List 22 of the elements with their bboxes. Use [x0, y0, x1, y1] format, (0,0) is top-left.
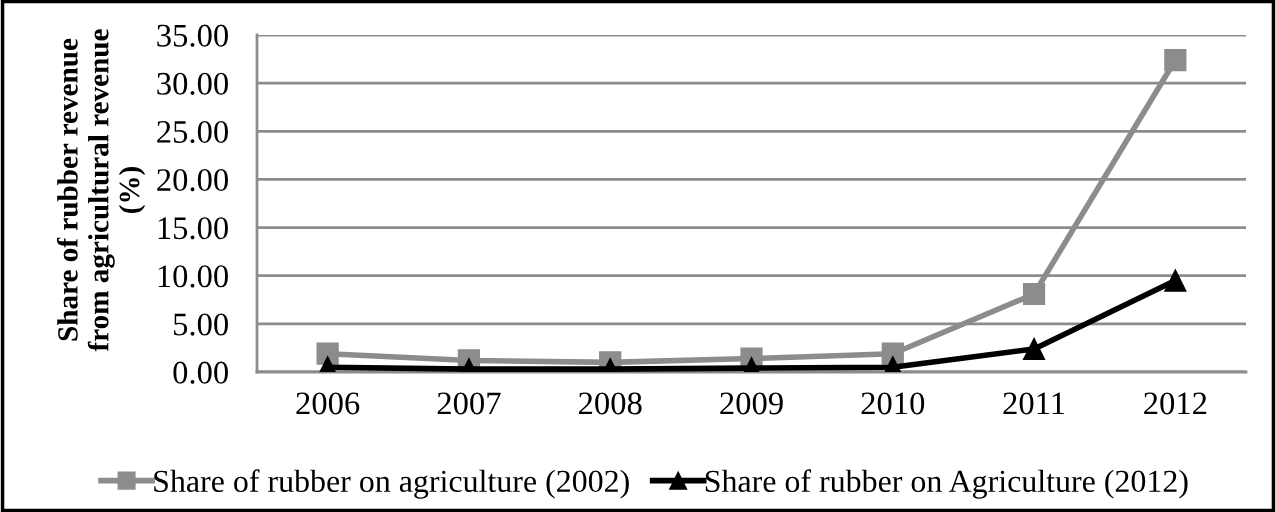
point [1164, 269, 1187, 292]
x-tick-label: 2012 [1144, 392, 1207, 415]
point [1022, 337, 1046, 361]
x-tick-label: 2010 [861, 392, 925, 415]
y-tick-label: 20.00 [157, 169, 228, 192]
legend-label: Share of rubber on agriculture (2002) [154, 469, 629, 499]
point [1164, 48, 1187, 72]
y-axis-title: Share of rubber revenue from agricultural revenue (%) [56, 29, 146, 352]
y-tick-label: 10.00 [158, 265, 228, 288]
x-tick-label: 2011 [1003, 392, 1065, 415]
y-tick-label: 5.00 [174, 313, 228, 336]
x-tick-label: 2006 [296, 392, 360, 415]
y-tick-label: 25.00 [157, 120, 228, 144]
x-tick-label: 2007 [437, 392, 501, 415]
y-tick-label: 0.00 [173, 361, 228, 384]
y-tick-label: 30.00 [157, 72, 228, 95]
x-tick-label: 2008 [579, 392, 642, 415]
legend-label: Share of rubber on Agriculture (2012) [705, 469, 1188, 499]
x-tick-label: 2009 [720, 392, 783, 415]
y-tick-label: 15.00 [158, 217, 228, 240]
point [1022, 282, 1046, 306]
y-tick-label: 35.00 [157, 24, 228, 47]
